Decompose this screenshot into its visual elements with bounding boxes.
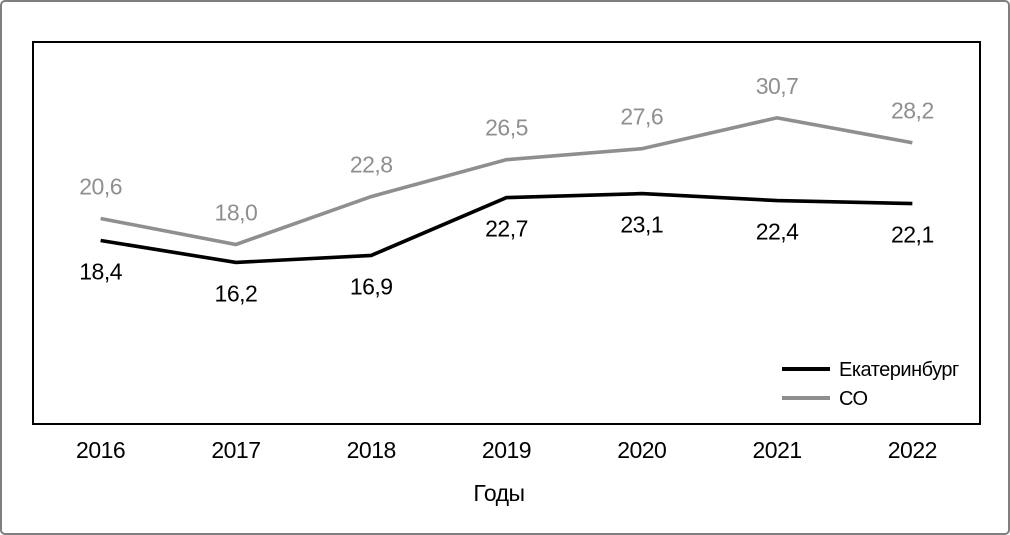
data-label: 22,7 — [485, 216, 528, 242]
data-label: 22,8 — [350, 152, 393, 178]
data-labels: 18,4 16,2 16,9 22,7 23,1 22,4 22,1 20,6 18,0 22,8… — [79, 73, 934, 307]
data-label: 20,6 — [79, 174, 122, 200]
data-label: 18,0 — [215, 199, 258, 225]
data-label: 22,1 — [891, 222, 934, 248]
series-lines — [100, 115, 913, 265]
legend: Екатеринбург СО — [782, 359, 960, 410]
legend-label-ekaterinburg: Екатеринбург — [839, 359, 959, 381]
x-tick-label: 2020 — [617, 437, 666, 463]
data-label: 26,5 — [485, 115, 528, 141]
x-axis-tick-labels: 2016 2017 2018 2019 2020 2021 2022 — [76, 437, 937, 463]
data-label: 16,9 — [350, 273, 393, 299]
data-label: 22,4 — [756, 219, 799, 245]
data-label: 18,4 — [79, 258, 122, 284]
x-tick-label: 2021 — [752, 437, 801, 463]
plot-area — [32, 41, 981, 425]
data-label: 23,1 — [620, 212, 663, 238]
legend-label-so: СО — [839, 388, 868, 410]
data-label: 16,2 — [215, 280, 258, 306]
x-tick-label: 2018 — [347, 437, 396, 463]
x-tick-label: 2022 — [888, 437, 937, 463]
data-label: 28,2 — [891, 98, 934, 124]
x-tick-label: 2016 — [76, 437, 125, 463]
x-tick-label: 2017 — [211, 437, 260, 463]
data-label: 27,6 — [620, 104, 663, 130]
series-line-0 — [100, 191, 913, 265]
x-axis-title: Годы — [473, 480, 524, 506]
data-label: 30,7 — [756, 73, 799, 99]
x-tick-label: 2019 — [482, 437, 531, 463]
series-line-1 — [100, 115, 913, 247]
